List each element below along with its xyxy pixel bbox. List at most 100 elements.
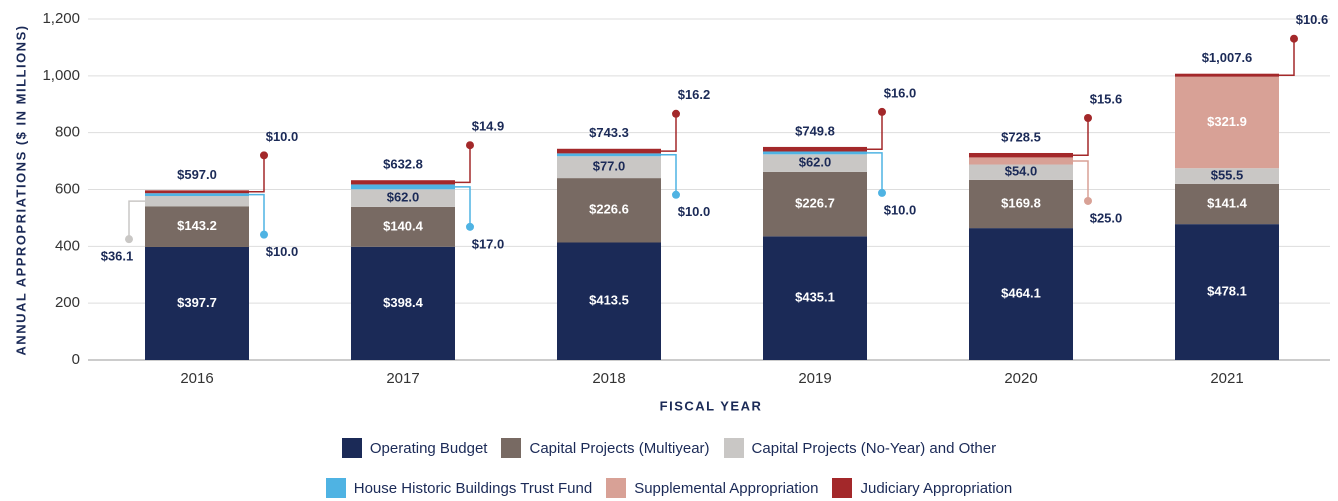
leader-dot	[1084, 113, 1092, 122]
y-tick-label: 600	[55, 180, 80, 197]
data-label: $10.0	[884, 202, 917, 217]
legend: Operating Budget Capital Projects (Multiy…	[0, 438, 1338, 458]
leader-line	[867, 152, 883, 193]
x-tick-label: 2018	[592, 370, 625, 387]
legend-swatch	[501, 438, 522, 458]
legend-item: Supplemental Appropriation	[606, 478, 818, 498]
x-tick-label: 2017	[386, 370, 419, 387]
bar-segment	[1175, 73, 1279, 77]
bar-segment	[1175, 168, 1279, 184]
data-label: $413.5	[589, 293, 629, 308]
data-label: $25.0	[1090, 210, 1123, 225]
legend-swatch	[832, 478, 853, 498]
bar-segment	[969, 228, 1073, 360]
data-label: $36.1	[101, 249, 134, 264]
legend-item: Capital Projects (No-Year) and Other	[723, 438, 996, 458]
legend-item: House Historic Buildings Trust Fund	[325, 478, 593, 498]
leader-dot	[878, 107, 886, 116]
bar-segment	[1175, 224, 1279, 360]
bar-segment	[557, 178, 661, 243]
bar-segment	[1175, 76, 1279, 169]
bar-segment	[969, 152, 1073, 158]
bar-segment	[763, 154, 867, 172]
bar-segment	[763, 146, 867, 152]
bar-segment	[763, 151, 867, 155]
data-label: $77.0	[593, 159, 626, 174]
x-axis-title: FISCAL YEAR	[660, 398, 763, 413]
bar-segment	[1175, 183, 1279, 225]
legend: House Historic Buildings Trust Fund Suppl…	[0, 478, 1338, 498]
data-label: $15.6	[1090, 91, 1123, 106]
leader-dot	[125, 235, 133, 244]
bar-segment	[351, 206, 455, 247]
data-label: $464.1	[1001, 285, 1041, 300]
leader-line	[128, 200, 145, 240]
bar-segment	[351, 184, 455, 190]
legend-label: Judiciary Appropriation	[860, 479, 1013, 497]
leader-dot	[1290, 34, 1298, 43]
bar-segment	[145, 246, 249, 360]
leader-line	[249, 193, 265, 235]
y-axis-title: ANNUAL APPROPRIATIONS ($ IN MILLIONS)	[13, 24, 28, 355]
data-label: $397.7	[177, 295, 217, 310]
legend-swatch	[723, 438, 744, 458]
y-tick-label: 400	[55, 237, 80, 254]
x-tick-label: 2016	[180, 370, 213, 387]
legend-label: Supplemental Appropriation	[634, 479, 819, 497]
leader-line	[455, 186, 471, 227]
leader-line	[249, 155, 265, 193]
legend-item: Operating Budget	[341, 438, 488, 458]
data-label: $55.5	[1211, 168, 1244, 183]
bar-segment	[557, 153, 661, 157]
data-label: $435.1	[795, 290, 835, 305]
legend-item: Capital Projects (Multiyear)	[501, 438, 710, 458]
bar-segment	[351, 246, 455, 360]
data-label: $62.0	[387, 190, 420, 205]
bar-segment	[145, 190, 249, 194]
x-tick-label: 2019	[798, 370, 831, 387]
y-tick-label: 800	[55, 124, 80, 141]
bar-segment	[969, 157, 1073, 165]
leader-dot	[260, 151, 268, 160]
data-label: $226.6	[589, 202, 629, 217]
data-label: $140.4	[383, 218, 424, 233]
total-label: $728.5	[1001, 129, 1041, 144]
legend-label: Operating Budget	[369, 439, 488, 457]
legend-label: Capital Projects (Multiyear)	[529, 439, 710, 457]
legend-label: House Historic Buildings Trust Fund	[353, 479, 593, 497]
leader-dot	[878, 188, 886, 197]
bar-segment	[351, 189, 455, 207]
bar-segment	[969, 179, 1073, 229]
legend-swatch	[341, 438, 362, 458]
total-label: $632.8	[383, 157, 423, 172]
bar-segment	[557, 156, 661, 179]
leader-dot	[260, 230, 268, 239]
total-label: $743.3	[589, 125, 629, 140]
total-label: $597.0	[177, 167, 217, 182]
leader-line	[867, 111, 883, 150]
leader-line	[455, 145, 471, 184]
leader-line	[661, 113, 677, 152]
leader-line	[1073, 160, 1089, 201]
legend-swatch	[606, 478, 627, 498]
total-label: $749.8	[795, 123, 835, 138]
data-label: $10.0	[266, 244, 299, 259]
bar-segment	[969, 164, 1073, 180]
data-label: $14.9	[472, 119, 505, 134]
leader-dot	[466, 222, 474, 231]
leader-dot	[466, 141, 474, 150]
leader-dot	[672, 109, 680, 118]
chart: ANNUAL APPROPRIATIONS ($ IN MILLIONS) FI…	[13, 10, 1330, 413]
bar-segment	[763, 171, 867, 237]
bar-segment	[145, 193, 249, 197]
bar-segment	[351, 180, 455, 185]
y-tick-label: 1,200	[42, 10, 80, 27]
data-label: $478.1	[1207, 284, 1247, 299]
data-label: $143.2	[177, 218, 217, 233]
leader-line	[661, 154, 677, 195]
y-tick-label: 200	[55, 294, 80, 311]
data-label: $16.2	[678, 87, 711, 102]
data-label: $16.0	[884, 85, 917, 100]
data-label: $62.0	[799, 155, 832, 170]
